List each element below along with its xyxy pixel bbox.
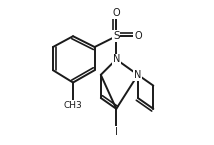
Text: CH3: CH3 xyxy=(64,101,82,110)
Text: N: N xyxy=(134,70,142,80)
Text: N: N xyxy=(113,54,120,64)
Text: O: O xyxy=(112,8,120,18)
Text: S: S xyxy=(113,31,120,41)
Text: O: O xyxy=(134,31,142,41)
Text: I: I xyxy=(115,127,118,137)
